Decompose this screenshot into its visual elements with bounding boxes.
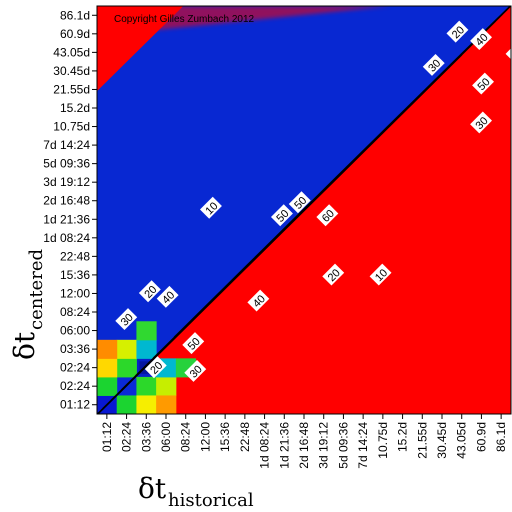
heatmap-cell [156, 376, 177, 396]
contour-label-box [288, 191, 311, 214]
heatmap-cell [156, 395, 177, 414]
x-tick-label: 10.75d [376, 422, 390, 459]
y-axis-ticks: 01:12 02:24 02:24 03:36 06:00 08:24 12:00 15:36… [43, 8, 97, 412]
heatmap-cell [116, 339, 137, 359]
contour-label-box [322, 263, 345, 286]
contour-label-box [470, 111, 493, 134]
y-tick-label: 15:36 [60, 268, 90, 282]
x-tick-label: 30.45d [435, 422, 449, 459]
contour-label-box [199, 196, 222, 219]
y-tick-label: 22:48 [60, 249, 90, 263]
x-tick-label: 43.05d [455, 422, 469, 459]
contour-label-box [472, 72, 495, 95]
heatmap-cell [116, 358, 137, 378]
x-axis-title: δt historical [138, 472, 254, 511]
heatmap-cell [116, 395, 137, 414]
heatmap-cell [136, 339, 157, 359]
x-tick-label: 03:36 [139, 422, 153, 452]
heatmap-cell [136, 321, 157, 341]
y-tick-label: 02:24 [60, 379, 90, 393]
contour-label: 40 [505, 41, 512, 64]
x-tick-label: 06:00 [159, 422, 173, 452]
x-tick-label: 1d 21:36 [277, 422, 291, 469]
x-axis-symbol: δt [138, 472, 167, 505]
x-tick-label: 60.9d [474, 422, 488, 452]
x-tick-label: 86.1d [494, 422, 508, 452]
contour-label-box [182, 332, 205, 355]
contour-line [173, 6, 511, 338]
y-tick-label: 06:00 [60, 324, 90, 338]
y-tick-label: 01:12 [60, 398, 90, 412]
x-tick-label: 21.55d [415, 422, 429, 459]
heatmap-cell [136, 376, 157, 396]
y-tick-label: 43.05d [53, 45, 90, 59]
upper-left-fade [97, 6, 391, 36]
heatmap-cell [97, 376, 118, 396]
x-tick-label: 12:00 [198, 422, 212, 452]
heatmap-cell [136, 395, 157, 414]
x-tick-label: 5d 09:36 [336, 422, 350, 469]
y-tick-label: 10.75d [53, 120, 90, 134]
y-tick-label: 5d 09:36 [43, 157, 90, 171]
y-tick-label: 86.1d [60, 8, 90, 22]
heatmap-diagonal-band [97, 6, 511, 414]
heatmap-cell [97, 358, 118, 378]
contour-label-box [270, 204, 293, 227]
lower-right-fade [137, 294, 511, 414]
x-tick-label: 7d 14:24 [356, 422, 370, 469]
y-axis-title: δt centered [8, 249, 47, 360]
heatmap-cell [97, 339, 118, 359]
contour-label-box [247, 289, 270, 312]
y-tick-label: 21.55d [53, 82, 90, 96]
x-tick-label: 2d 16:48 [297, 422, 311, 469]
x-tick-label: 02:24 [120, 422, 134, 452]
contour-label-box [369, 263, 392, 286]
contour-label-box [144, 356, 167, 379]
contour-label-text: 40 [509, 45, 512, 62]
y-tick-label: 15.2d [60, 101, 90, 115]
x-axis-subscript: historical [168, 490, 254, 511]
contour-label-box [446, 20, 469, 43]
y-tick-label: 03:36 [60, 342, 90, 356]
contour-label-box [422, 53, 445, 76]
x-tick-label: 08:24 [179, 422, 193, 452]
contour-label-box [470, 28, 493, 51]
y-tick-label: 60.9d [60, 27, 90, 41]
contour-label-box [184, 359, 207, 382]
x-tick-label: 3d 19:12 [317, 422, 331, 469]
y-tick-label: 7d 14:24 [43, 138, 90, 152]
band-lower-half [97, 6, 511, 414]
x-tick-label: 15.2d [396, 422, 410, 452]
y-axis-subscript: centered [26, 249, 47, 330]
y-tick-label: 2d 16:48 [43, 194, 90, 208]
contour-label-box [316, 204, 339, 227]
contour-label-box [115, 308, 138, 331]
y-tick-label: 12:00 [60, 286, 90, 300]
x-tick-label: 1d 08:24 [258, 422, 272, 469]
x-tick-label: 22:48 [238, 422, 252, 452]
y-tick-label: 08:24 [60, 305, 90, 319]
y-tick-label: 30.45d [53, 64, 90, 78]
y-tick-label: 3d 19:12 [43, 175, 90, 189]
copyright-notice: Copyright Gilles Zumbach 2012 [114, 14, 255, 25]
y-tick-label: 02:24 [60, 361, 90, 375]
x-axis-ticks: 01:12 02:24 03:36 06:00 08:24 12:00 15:36 22:48… [100, 414, 508, 469]
y-axis-symbol: δt [8, 331, 41, 360]
y-tick-label: 1d 08:24 [43, 231, 90, 245]
contour-label-box [156, 285, 179, 308]
contour-label-box [138, 280, 161, 303]
x-tick-label: 01:12 [100, 422, 114, 452]
y-tick-label: 1d 21:36 [43, 212, 90, 226]
x-tick-label: 15:36 [218, 422, 232, 452]
